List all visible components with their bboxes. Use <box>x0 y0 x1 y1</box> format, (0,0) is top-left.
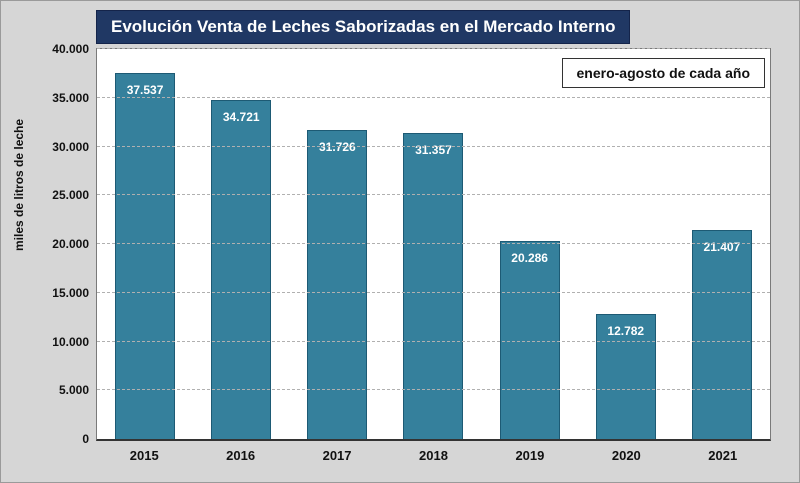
y-tick-label: 10.000 <box>52 334 89 349</box>
chart-title: Evolución Venta de Leches Saborizadas en… <box>96 10 631 44</box>
y-tick-label: 40.000 <box>52 42 89 56</box>
gridline <box>97 243 770 244</box>
bar-value-label: 20.286 <box>511 251 548 266</box>
bar-value-label: 31.357 <box>415 143 452 158</box>
x-label-2016: 2016 <box>226 448 256 463</box>
x-label-2017: 2017 <box>322 448 352 463</box>
bar-2020: 12.782 <box>595 314 656 439</box>
bar-2019: 20.286 <box>499 241 560 439</box>
gridline <box>97 340 770 342</box>
bar-slot: 21.407 <box>674 49 770 439</box>
bar-slot: 12.782 <box>578 49 674 439</box>
bar-value-label: 12.782 <box>607 324 645 339</box>
bar-slot: 37.537 <box>97 49 193 439</box>
annotation-box: enero-agosto de cada año <box>561 58 765 88</box>
x-label-2018: 2018 <box>419 448 448 463</box>
x-axis-labels: 2015 2016 2017 2018 2019 2020 2021 <box>96 448 771 463</box>
y-tick-label: 5.000 <box>58 383 89 398</box>
y-tick-label: 25.000 <box>52 188 89 203</box>
y-tick-label: 0 <box>82 432 89 446</box>
bar-2017: 31.726 <box>307 129 368 439</box>
bar-2016: 34.721 <box>211 100 272 439</box>
y-axis-title: miles de litros de leche <box>12 118 26 251</box>
plot-area: 37.537 34.721 31.726 31.357 20.286 12.782 21.4… <box>52 42 771 446</box>
bar-slot: 20.286 <box>482 49 578 439</box>
bar-2021: 21.407 <box>691 230 752 439</box>
y-tick-label: 35.000 <box>52 90 89 105</box>
x-label-2019: 2019 <box>515 448 545 463</box>
bar-slot: 31.726 <box>289 49 385 439</box>
bar-value-label: 31.726 <box>318 139 356 154</box>
bar-slot: 34.721 <box>193 49 289 439</box>
gridline <box>97 48 770 49</box>
y-tick-label: 20.000 <box>52 237 89 251</box>
bar-value-label: 37.537 <box>126 83 164 98</box>
gridline <box>97 291 770 293</box>
bar-2015: 37.537 <box>115 73 176 439</box>
gridline <box>97 194 770 196</box>
x-label-2020: 2020 <box>611 448 641 463</box>
y-tick-label: 30.000 <box>52 139 89 154</box>
bar-value-label: 34.721 <box>222 110 260 125</box>
gridline <box>97 389 770 391</box>
bar-slot: 31.357 <box>385 49 481 439</box>
x-label-2021: 2021 <box>708 448 738 463</box>
x-label-2015: 2015 <box>129 448 159 463</box>
gridline <box>97 96 770 98</box>
gridline <box>97 145 770 147</box>
y-tick-label: 15.000 <box>52 285 89 300</box>
bars-row: 37.537 34.721 31.726 31.357 20.286 12.782 21.4… <box>97 49 770 439</box>
bar-2018: 31.357 <box>403 133 464 439</box>
